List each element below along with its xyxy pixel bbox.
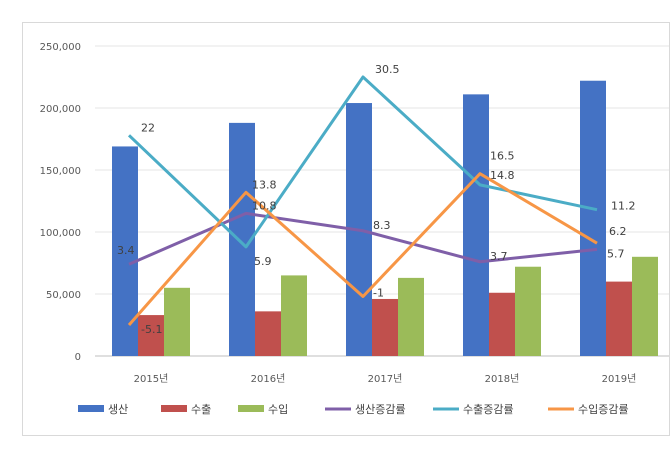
gridlines bbox=[95, 45, 669, 357]
line-생산증감률 bbox=[128, 211, 598, 266]
bar-수입 bbox=[515, 266, 541, 356]
legend-label: 수입증감률 bbox=[578, 403, 629, 416]
y-tick-label: 100,000 bbox=[40, 228, 81, 239]
data-label-생산증감률: 10.8 bbox=[252, 199, 277, 212]
y-tick-label: 150,000 bbox=[40, 166, 81, 177]
bar-수입 bbox=[398, 277, 424, 356]
x-tick-label: 2018년 bbox=[485, 373, 520, 385]
combo-chart: 0 50,000 100,000 150,000 200,000 250,000 3.4 1… bbox=[40, 42, 669, 416]
y-tick-label: 200,000 bbox=[40, 104, 81, 115]
bar-수출 bbox=[372, 298, 398, 356]
bar-수출 bbox=[606, 281, 632, 356]
bar-수입 bbox=[164, 287, 190, 356]
y-axis-ticks: 0 50,000 100,000 150,000 200,000 250,000 bbox=[40, 42, 81, 363]
data-labels: 3.4 10.8 8.3 3.7 5.7 22 5.9 30.5 14.8 11.2 -5.1 13.… bbox=[117, 63, 636, 336]
bar-생산 bbox=[580, 80, 606, 356]
x-tick-label: 2017년 bbox=[368, 373, 403, 385]
x-tick-label: 2019년 bbox=[602, 373, 637, 385]
data-label-수출증감률: 22 bbox=[141, 121, 155, 134]
y-tick-label: 250,000 bbox=[40, 42, 81, 53]
chart-frame: 0 50,000 100,000 150,000 200,000 250,000 3.4 1… bbox=[22, 22, 670, 436]
rate-lines bbox=[127, 75, 598, 326]
data-label-수입증감률: -5.1 bbox=[141, 323, 162, 336]
legend-label: 생산증감률 bbox=[355, 403, 406, 416]
data-label-생산증감률: 5.7 bbox=[607, 247, 625, 260]
bar-수출 bbox=[138, 315, 164, 356]
data-label-생산증감률: 3.7 bbox=[490, 250, 508, 263]
y-tick-label: 50,000 bbox=[46, 290, 81, 301]
x-tick-label: 2015년 bbox=[134, 373, 169, 385]
data-label-생산증감률: 3.4 bbox=[117, 244, 135, 257]
x-tick-label: 2016년 bbox=[251, 373, 286, 385]
bar-수출 bbox=[255, 311, 281, 356]
data-label-수입증감률: 16.5 bbox=[490, 150, 515, 163]
data-label-수출증감률: 14.8 bbox=[490, 169, 515, 182]
legend: 생산 수출 수입 생산증감률 수출증감률 수입증감률 bbox=[78, 403, 629, 416]
legend-swatch bbox=[238, 405, 264, 412]
x-axis-ticks: 2015년 2016년 2017년 2018년 2019년 bbox=[134, 373, 637, 385]
bar-생산 bbox=[463, 94, 489, 357]
legend-label: 수출증감률 bbox=[463, 403, 514, 416]
bar-수입 bbox=[632, 256, 658, 356]
bar-수출 bbox=[489, 292, 515, 356]
data-label-생산증감률: 8.3 bbox=[373, 219, 391, 232]
y-tick-label: 0 bbox=[75, 352, 81, 363]
data-label-수입증감률: 6.2 bbox=[609, 225, 627, 238]
data-label-수출증감률: 11.2 bbox=[611, 200, 636, 213]
line-수출증감률 bbox=[127, 75, 598, 249]
data-label-수입증감률: 13.8 bbox=[252, 178, 277, 191]
legend-label: 수입 bbox=[268, 403, 288, 416]
bar-수입 bbox=[281, 275, 307, 356]
legend-swatch bbox=[78, 405, 104, 412]
data-label-수출증감률: 30.5 bbox=[375, 63, 400, 76]
legend-label: 수출 bbox=[191, 403, 211, 416]
line-수입증감률 bbox=[127, 172, 598, 326]
data-label-수출증감률: 5.9 bbox=[254, 255, 272, 268]
data-label-수입증감률: -1 bbox=[373, 286, 384, 299]
legend-label: 생산 bbox=[108, 403, 128, 416]
legend-swatch bbox=[161, 405, 187, 412]
